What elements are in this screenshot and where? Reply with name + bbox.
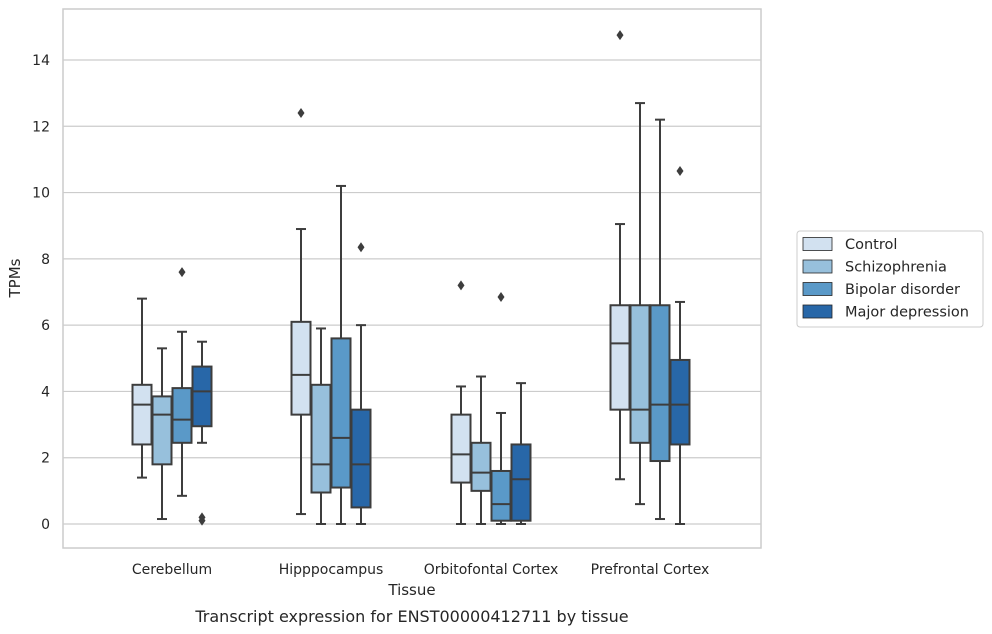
y-tick-labels: 0 2 4 6 8 10 12 14	[32, 53, 50, 533]
legend-frame	[796, 230, 984, 328]
x-tick-label: Prefrontal Cortex	[591, 562, 710, 578]
x-tick-label: Hipppocampus	[279, 562, 384, 578]
legend-label: Control	[845, 237, 897, 253]
box-iqr	[490, 469, 512, 522]
box-major-depression	[510, 382, 532, 525]
outlier-point	[616, 30, 624, 41]
x-tick-label: Orbitofontal Cortex	[424, 562, 559, 578]
outlier-point	[457, 280, 465, 291]
legend-label: Bipolar disorder	[845, 282, 960, 298]
legend-swatch	[802, 304, 833, 319]
box-schizophrenia	[470, 375, 492, 525]
box-iqr	[131, 383, 153, 446]
outlier-point	[676, 166, 684, 177]
y-tick-label: 8	[41, 252, 50, 268]
box-iqr	[310, 383, 332, 494]
outlier-point	[357, 242, 365, 253]
box-iqr	[510, 443, 532, 522]
x-tick-labels: Cerebellum Hipppocampus Orbitofontal Corte…	[132, 562, 709, 578]
legend-swatch	[802, 237, 833, 251]
box-bipolar-disorder	[490, 291, 512, 525]
box-control	[290, 108, 312, 516]
y-tick-label: 2	[41, 451, 50, 467]
box-iqr	[171, 387, 193, 444]
box-control	[131, 297, 153, 479]
legend-swatch	[802, 282, 833, 296]
legend-label: Schizophrenia	[845, 260, 947, 276]
box-control	[609, 30, 631, 481]
chart-caption: Transcript expression for ENST0000041271…	[194, 607, 628, 626]
legend-label: Major depression	[845, 305, 969, 321]
box-iqr	[669, 358, 691, 446]
y-tick-label: 10	[32, 186, 50, 202]
box-major-depression	[350, 242, 372, 525]
y-axis-title: TPMs	[6, 258, 24, 298]
box-schizophrenia	[151, 347, 173, 521]
box-iqr	[629, 304, 651, 444]
box-iqr	[649, 304, 671, 463]
box-iqr	[350, 408, 372, 509]
outlier-point	[497, 291, 505, 302]
legend: Control Schizophrenia Bipolar disorder Majo…	[796, 230, 984, 328]
y-tick-label: 4	[41, 384, 50, 400]
box-iqr	[450, 413, 472, 484]
box-major-depression	[669, 166, 691, 525]
y-tick-label: 6	[41, 318, 50, 334]
y-tick-label: 14	[32, 53, 50, 69]
box-major-depression	[191, 340, 213, 526]
x-axis-title: Tissue	[387, 581, 435, 599]
box-iqr	[470, 441, 492, 492]
box-schizophrenia	[629, 102, 651, 506]
box-bipolar-disorder	[649, 118, 671, 521]
outlier-point	[198, 515, 206, 526]
box-iqr	[330, 337, 352, 489]
legend-swatch	[802, 259, 833, 274]
y-tick-label: 12	[32, 119, 50, 135]
box-control	[450, 280, 472, 525]
x-tick-label: Cerebellum	[132, 562, 212, 578]
box-iqr	[290, 320, 312, 416]
plot-background	[63, 9, 761, 548]
box-iqr	[151, 395, 173, 466]
outlier-point	[297, 108, 305, 119]
outlier-point	[178, 267, 186, 278]
plot-frame	[62, 8, 762, 549]
box-iqr	[609, 304, 631, 411]
y-tick-label: 0	[41, 517, 50, 533]
box-iqr	[191, 365, 213, 428]
boxes-group	[131, 30, 691, 526]
